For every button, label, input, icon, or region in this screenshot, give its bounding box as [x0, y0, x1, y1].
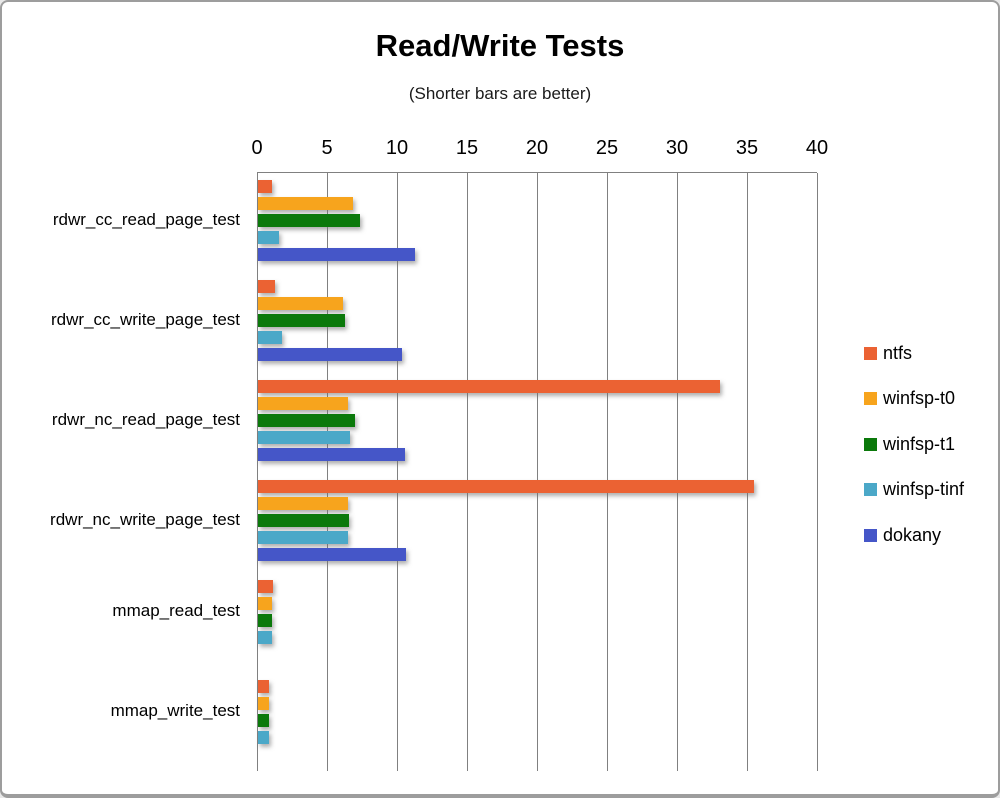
bar-winfsp-tinf	[258, 431, 351, 444]
x-tick-label: 20	[525, 137, 549, 159]
chart-title: Read/Write Tests	[375, 28, 625, 63]
bar-winfsp-t0	[258, 697, 270, 710]
legend-swatch-icon	[864, 528, 877, 542]
bar-ntfs	[258, 680, 269, 693]
chart-subtitle: (Shorter bars are better)	[408, 84, 592, 103]
bar-winfsp-t0	[258, 297, 344, 310]
bar-dokany	[258, 548, 407, 561]
legend-item-ntfs: ntfs	[864, 342, 913, 363]
x-tick-label: 0	[251, 137, 263, 159]
bar-winfsp-t0	[258, 197, 354, 210]
plot-area	[257, 172, 818, 771]
bar-winfsp-tinf	[258, 231, 279, 244]
legend-item-winfsp-t1: winfsp-t1	[864, 433, 956, 454]
bar-winfsp-tinf	[258, 331, 282, 344]
x-tick-label: 15	[455, 137, 479, 159]
x-tick-label: 5	[321, 137, 333, 159]
category-label: rdwr_nc_read_page_test	[51, 409, 240, 429]
gridline	[397, 173, 398, 771]
bar-winfsp-t0	[258, 497, 348, 510]
bar-dokany	[258, 248, 415, 261]
gridline	[327, 173, 328, 771]
gridline	[257, 173, 258, 771]
legend-swatch-icon	[864, 437, 877, 451]
legend-label: dokany	[883, 524, 942, 545]
legend-item-winfsp-t0: winfsp-t0	[864, 388, 956, 408]
bar-dokany	[258, 448, 405, 461]
category-label: rdwr_cc_write_page_test	[51, 309, 240, 329]
gridline	[537, 173, 538, 771]
legend-swatch-icon	[864, 483, 877, 496]
bar-winfsp-t1	[258, 314, 345, 327]
bar-winfsp-t1	[258, 614, 272, 627]
gridline	[817, 173, 818, 771]
legend-label: ntfs	[883, 342, 913, 363]
bar-dokany	[258, 348, 403, 361]
x-tick-label: 25	[595, 137, 619, 159]
x-tick-label: 30	[665, 137, 689, 159]
bar-ntfs	[258, 580, 274, 593]
bar-winfsp-t1	[258, 414, 355, 427]
gridline	[607, 173, 608, 771]
gridline	[467, 173, 468, 771]
bar-winfsp-t0	[258, 397, 348, 410]
category-label: mmap_read_test	[112, 601, 240, 620]
x-tick-label: 35	[735, 137, 759, 159]
bar-winfsp-t1	[258, 214, 361, 227]
legend-item-winfsp-tinf: winfsp-tinf	[864, 479, 965, 499]
bar-winfsp-tinf	[258, 631, 272, 644]
bar-ntfs	[258, 380, 720, 393]
bar-winfsp-t1	[258, 714, 270, 727]
legend-item-dokany: dokany	[864, 524, 942, 545]
gridline	[747, 173, 748, 771]
bar-ntfs	[258, 280, 275, 293]
category-label: rdwr_cc_read_page_test	[52, 209, 240, 229]
x-tick-label: 10	[385, 137, 409, 159]
legend-label: winfsp-t1	[883, 433, 956, 454]
x-tick-label: 40	[805, 137, 829, 159]
bar-winfsp-t0	[258, 597, 272, 610]
bar-winfsp-tinf	[258, 531, 348, 544]
legend-swatch-icon	[864, 392, 877, 405]
category-label: mmap_write_test	[110, 701, 240, 720]
bar-ntfs	[258, 180, 272, 193]
category-label: rdwr_nc_write_page_test	[50, 509, 240, 529]
gridline	[677, 173, 678, 771]
bar-winfsp-t1	[258, 514, 349, 527]
legend-label: winfsp-tinf	[883, 479, 965, 499]
bar-ntfs	[258, 480, 754, 493]
bar-winfsp-tinf	[258, 731, 269, 744]
legend-swatch-icon	[864, 346, 877, 360]
legend-label: winfsp-t0	[883, 388, 956, 408]
